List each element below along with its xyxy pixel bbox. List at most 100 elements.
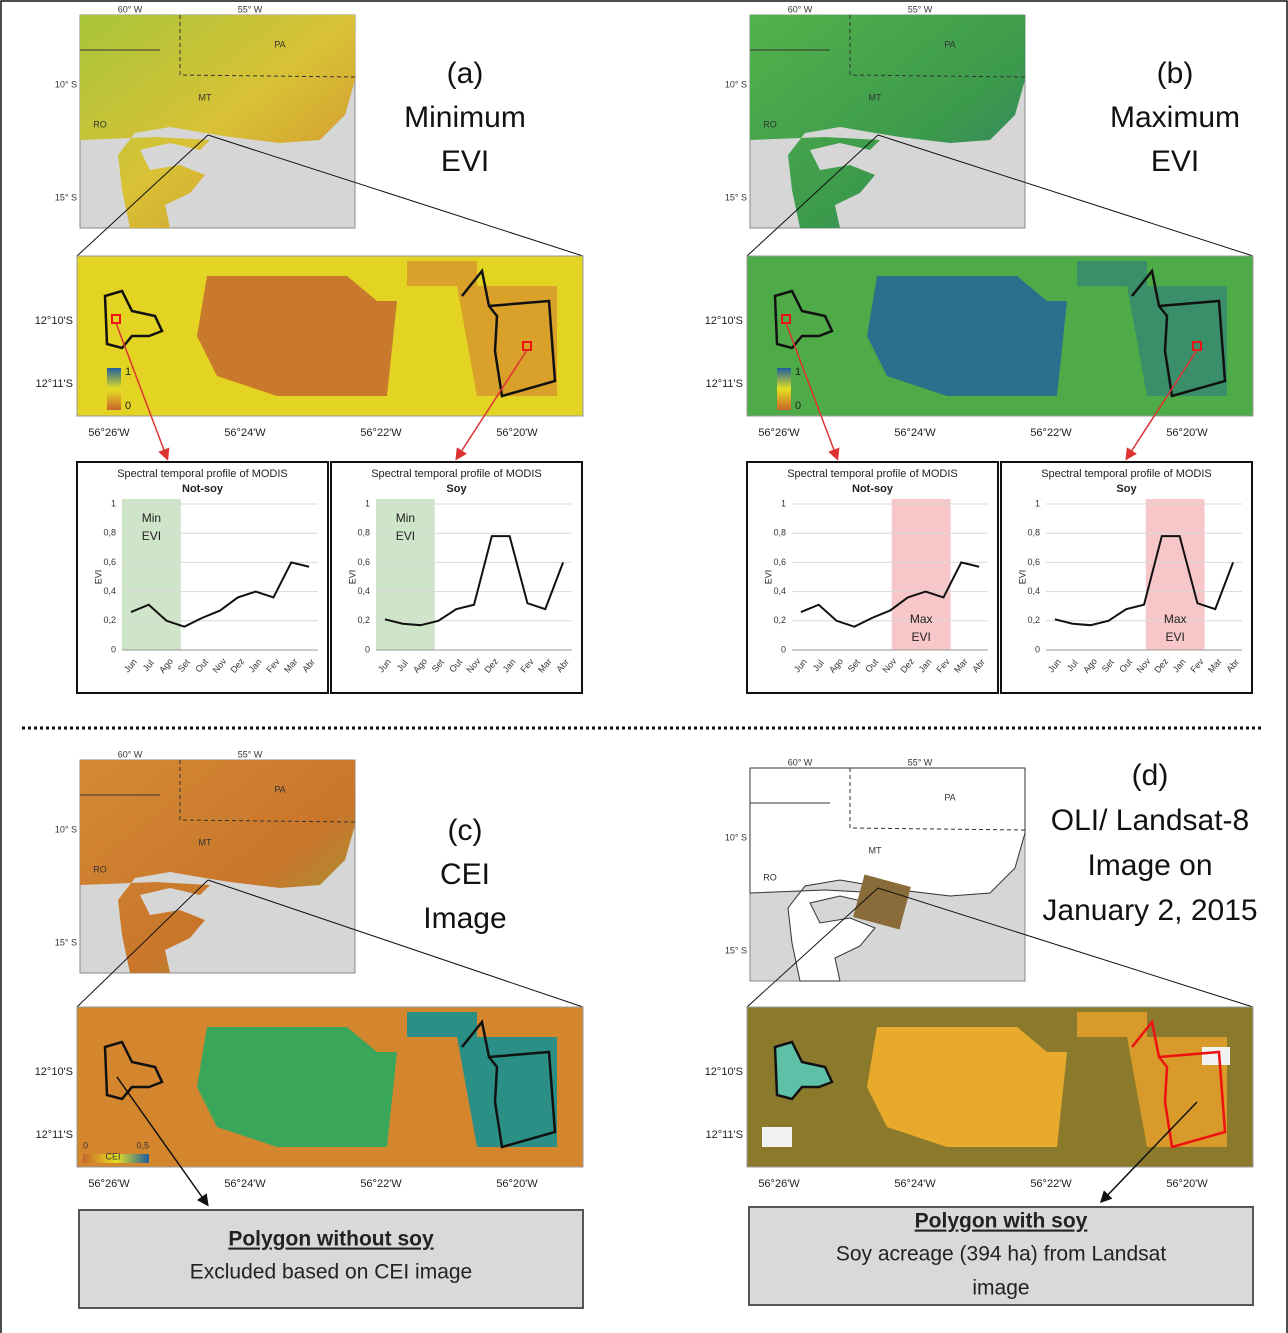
y-tick-label: 0,4 bbox=[1027, 586, 1040, 596]
legend-label: 0,5 bbox=[136, 1140, 149, 1150]
region-label: PA bbox=[944, 39, 955, 49]
panel-title: Minimum bbox=[404, 101, 526, 134]
panel-title: (c) bbox=[448, 814, 483, 847]
panel-title: (a) bbox=[447, 57, 484, 90]
region-label: PA bbox=[274, 39, 285, 49]
zoom-patch bbox=[407, 1012, 477, 1037]
latitude-label: 12°11'S bbox=[706, 378, 744, 390]
chart-title: Spectral temporal profile of MODIS bbox=[787, 468, 958, 480]
legend-label: 1 bbox=[795, 366, 801, 378]
latitude-label: 10° S bbox=[55, 824, 77, 834]
y-tick-label: 0,4 bbox=[357, 586, 370, 596]
longitude-label: 55° W bbox=[238, 749, 263, 759]
result-text: Soy acreage (394 ha) from Landsat bbox=[836, 1243, 1167, 1266]
longitude-label: 55° W bbox=[908, 4, 933, 14]
region-label: RO bbox=[93, 864, 107, 874]
longitude-label: 60° W bbox=[118, 4, 143, 14]
longitude-label: 56°22'W bbox=[1030, 1178, 1072, 1190]
y-tick-label: 0 bbox=[365, 644, 370, 654]
longitude-label: 56°22'W bbox=[1030, 427, 1072, 439]
highlight-label: Max bbox=[1164, 612, 1187, 626]
region-label: MT bbox=[199, 92, 212, 102]
longitude-label: 60° W bbox=[788, 4, 813, 14]
latitude-label: 15° S bbox=[725, 945, 747, 955]
cloud bbox=[1202, 1047, 1230, 1065]
y-tick-label: 1 bbox=[1035, 498, 1040, 508]
chart-title: Spectral temporal profile of MODIS bbox=[371, 468, 542, 480]
longitude-label: 60° W bbox=[118, 749, 143, 759]
panel-title: EVI bbox=[1151, 145, 1199, 178]
y-tick-label: 0,6 bbox=[773, 557, 786, 567]
chart-subtitle: Not-soy bbox=[852, 483, 894, 495]
y-tick-label: 1 bbox=[365, 498, 370, 508]
region-label: RO bbox=[763, 872, 777, 882]
y-axis-label: EVI bbox=[1017, 570, 1027, 585]
latitude-label: 15° S bbox=[725, 192, 747, 202]
legend-label: 0 bbox=[83, 1140, 88, 1150]
region-label: MT bbox=[869, 845, 882, 855]
region-label: MT bbox=[199, 837, 212, 847]
legend-ramp bbox=[777, 368, 791, 410]
longitude-label: 60° W bbox=[788, 757, 813, 767]
latitude-label: 12°10'S bbox=[705, 1066, 743, 1078]
chart-title: Spectral temporal profile of MODIS bbox=[117, 468, 288, 480]
legend-label: 0 bbox=[125, 400, 131, 412]
longitude-label: 55° W bbox=[238, 4, 263, 14]
zoom-patch bbox=[867, 1027, 1067, 1147]
result-text: Excluded based on CEI image bbox=[190, 1261, 473, 1284]
y-tick-label: 0,6 bbox=[357, 557, 370, 567]
zoom-patch bbox=[1077, 261, 1147, 286]
panel-title: EVI bbox=[441, 145, 489, 178]
result-title: Polygon without soy bbox=[228, 1228, 434, 1251]
y-tick-label: 0,8 bbox=[357, 528, 370, 538]
result-box bbox=[79, 1210, 583, 1308]
result-text: image bbox=[972, 1277, 1029, 1300]
highlight-period bbox=[1146, 499, 1205, 650]
latitude-label: 10° S bbox=[55, 79, 77, 89]
region-label: RO bbox=[763, 119, 777, 129]
y-tick-label: 0 bbox=[781, 644, 786, 654]
y-tick-label: 0 bbox=[1035, 644, 1040, 654]
zoom-patch bbox=[407, 261, 477, 286]
longitude-label: 56°24'W bbox=[224, 427, 266, 439]
y-tick-label: 0,8 bbox=[103, 528, 116, 538]
y-tick-label: 1 bbox=[781, 498, 786, 508]
y-axis-label: EVI bbox=[93, 570, 103, 585]
longitude-label: 56°20'W bbox=[496, 427, 538, 439]
highlight-label: Min bbox=[396, 511, 415, 525]
longitude-label: 56°24'W bbox=[894, 427, 936, 439]
zoom-patch bbox=[1077, 1012, 1147, 1037]
longitude-label: 56°20'W bbox=[496, 1178, 538, 1190]
latitude-label: 12°10'S bbox=[35, 315, 73, 327]
y-axis-label: EVI bbox=[763, 570, 773, 585]
longitude-label: 56°26'W bbox=[88, 427, 130, 439]
longitude-label: 56°24'W bbox=[224, 1178, 266, 1190]
panel-title: (b) bbox=[1157, 57, 1194, 90]
y-tick-label: 0 bbox=[111, 644, 116, 654]
y-tick-label: 1 bbox=[111, 498, 116, 508]
legend-label: CEI bbox=[105, 1151, 120, 1161]
highlight-label: Min bbox=[142, 511, 161, 525]
legend-label: 1 bbox=[125, 366, 131, 378]
latitude-label: 10° S bbox=[725, 79, 747, 89]
y-tick-label: 0,4 bbox=[103, 586, 116, 596]
zoom-patch bbox=[867, 276, 1067, 396]
region-label: PA bbox=[944, 792, 955, 802]
y-axis-label: EVI bbox=[347, 570, 357, 585]
latitude-label: 10° S bbox=[725, 832, 747, 842]
highlight-period bbox=[892, 499, 951, 650]
y-tick-label: 0,2 bbox=[773, 615, 786, 625]
longitude-label: 56°26'W bbox=[758, 1178, 800, 1190]
panel-title: Maximum bbox=[1110, 101, 1240, 134]
highlight-label: EVI bbox=[912, 630, 931, 644]
latitude-label: 12°11'S bbox=[36, 378, 74, 390]
latitude-label: 12°11'S bbox=[36, 1129, 74, 1141]
region-label: RO bbox=[93, 119, 107, 129]
latitude-label: 15° S bbox=[55, 937, 77, 947]
legend-ramp bbox=[107, 368, 121, 410]
legend-label: 0 bbox=[795, 400, 801, 412]
latitude-label: 12°10'S bbox=[705, 315, 743, 327]
longitude-label: 56°20'W bbox=[1166, 427, 1208, 439]
y-tick-label: 0,2 bbox=[103, 615, 116, 625]
zoom-patch bbox=[197, 276, 397, 396]
